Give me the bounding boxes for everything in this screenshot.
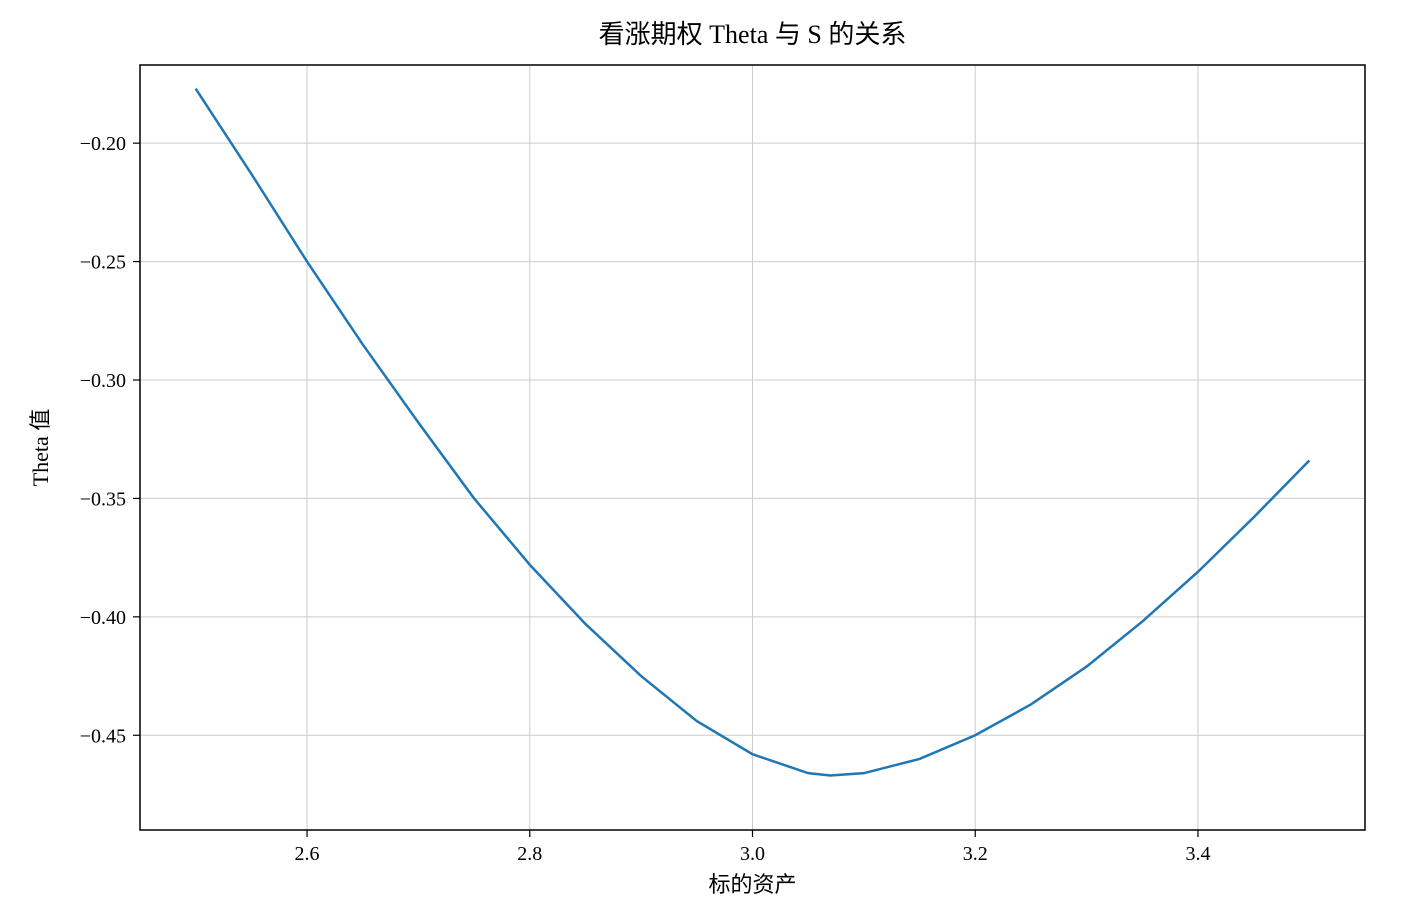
chart-container: 2.6 2.8 3.0 3.2 3.4 −0.20 −0.25 −0.30 −0.35 −0.4… xyxy=(0,0,1405,918)
y-axis-label: Theta 值 xyxy=(28,409,53,487)
y-tick-label: −0.30 xyxy=(80,370,126,392)
y-ticks: −0.20 −0.25 −0.30 −0.35 −0.40 −0.45 xyxy=(80,133,140,747)
line-chart: 2.6 2.8 3.0 3.2 3.4 −0.20 −0.25 −0.30 −0.35 −0.4… xyxy=(0,0,1405,918)
y-tick-label: −0.45 xyxy=(80,725,126,747)
y-tick-label: −0.40 xyxy=(80,607,126,629)
y-tick-label: −0.25 xyxy=(80,252,126,274)
chart-title: 看涨期权 Theta 与 S 的关系 xyxy=(599,20,907,49)
y-tick-label: −0.35 xyxy=(80,488,126,510)
x-tick-label: 2.8 xyxy=(517,843,542,865)
x-tick-label: 3.0 xyxy=(740,843,765,865)
y-tick-label: −0.20 xyxy=(80,133,126,155)
x-axis-label: 标的资产 xyxy=(708,872,796,897)
x-tick-label: 3.4 xyxy=(1185,843,1210,865)
x-tick-label: 3.2 xyxy=(963,843,988,865)
x-ticks: 2.6 2.8 3.0 3.2 3.4 xyxy=(295,830,1211,865)
x-tick-label: 2.6 xyxy=(295,843,320,865)
